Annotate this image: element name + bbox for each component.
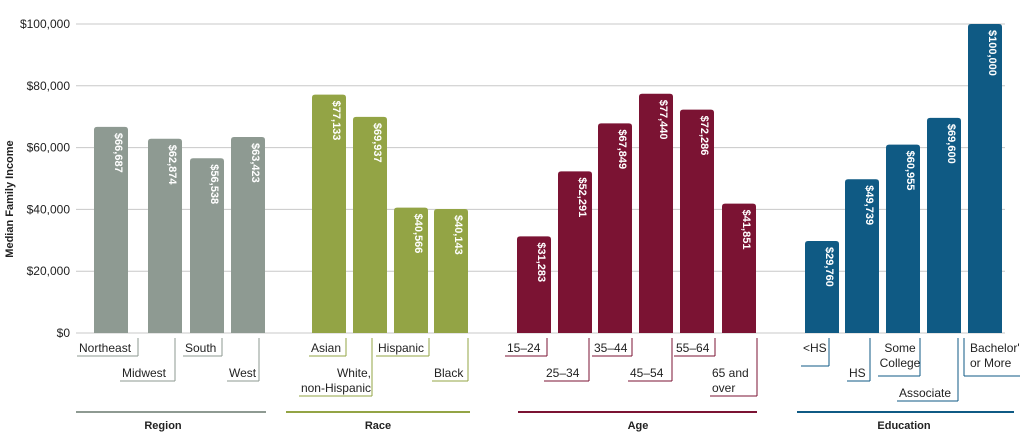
group-label: Region bbox=[144, 420, 182, 432]
group-label: Education bbox=[877, 420, 930, 432]
bar-value-label: $77,133 bbox=[330, 101, 342, 141]
y-tick-label: $0 bbox=[57, 326, 71, 340]
category-label: 25–34 bbox=[546, 366, 580, 380]
category-label: West bbox=[229, 366, 257, 380]
category-label: 35–44 bbox=[594, 341, 628, 355]
y-tick-label: $20,000 bbox=[27, 264, 71, 278]
bar bbox=[434, 208, 468, 333]
bar-value-label: $72,286 bbox=[698, 116, 710, 156]
category-label: Bachelor's bbox=[970, 341, 1020, 355]
y-tick-label: $60,000 bbox=[27, 141, 71, 155]
category-label: <HS bbox=[803, 341, 827, 355]
bar-value-label: $31,283 bbox=[535, 242, 547, 282]
bar bbox=[558, 171, 592, 333]
bar-value-label: $77,440 bbox=[657, 100, 669, 140]
category-label: HS bbox=[849, 366, 866, 380]
bar-value-label: $63,423 bbox=[249, 143, 261, 183]
bar bbox=[886, 144, 920, 333]
category-label: 65 and bbox=[712, 366, 749, 380]
category-label: Asian bbox=[311, 341, 341, 355]
category-label: or More bbox=[970, 356, 1012, 370]
bar-value-label: $52,291 bbox=[576, 177, 588, 217]
bar bbox=[190, 158, 224, 333]
bar-value-label: $29,760 bbox=[823, 247, 835, 287]
bar bbox=[312, 94, 346, 333]
bar bbox=[639, 93, 673, 333]
bar bbox=[722, 203, 756, 333]
bar bbox=[927, 117, 961, 333]
bar-value-label: $40,566 bbox=[412, 214, 424, 254]
category-label: 55–64 bbox=[676, 341, 710, 355]
group-label: Age bbox=[628, 420, 649, 432]
bar bbox=[148, 138, 182, 333]
category-label: Associate bbox=[899, 386, 951, 400]
bar-value-label: $100,000 bbox=[986, 30, 998, 76]
bar bbox=[394, 207, 428, 333]
bar bbox=[353, 116, 387, 333]
bar bbox=[517, 236, 551, 333]
category-label: non-Hispanic bbox=[301, 381, 371, 395]
category-label: White, bbox=[337, 366, 371, 380]
category-label: Some bbox=[884, 341, 916, 355]
bars: $66,687 $62,874 $56,538 $63,423 $77,133 $69,9… bbox=[94, 24, 1002, 334]
y-tick-label: $80,000 bbox=[27, 79, 71, 93]
bar-value-label: $60,955 bbox=[904, 151, 916, 191]
category-label: Hispanic bbox=[378, 341, 424, 355]
bar bbox=[231, 137, 265, 333]
bar-value-label: $66,687 bbox=[112, 133, 124, 173]
bar-value-label: $56,538 bbox=[208, 164, 220, 204]
category-labels: Northeast Midwest South West Asian White,non-… bbox=[77, 338, 1020, 402]
category-label: Midwest bbox=[122, 366, 167, 380]
bar-value-label: $67,849 bbox=[616, 129, 628, 169]
bar-value-label: $69,600 bbox=[945, 124, 957, 164]
y-tick-label: $40,000 bbox=[27, 202, 71, 216]
bar-value-label: $40,143 bbox=[452, 215, 464, 255]
bar bbox=[968, 24, 1002, 333]
category-label: College bbox=[880, 356, 921, 370]
category-label: 45–54 bbox=[630, 366, 664, 380]
bar-value-label: $62,874 bbox=[166, 145, 178, 186]
category-label: South bbox=[185, 341, 216, 355]
bar bbox=[805, 241, 839, 333]
category-label: over bbox=[712, 381, 735, 395]
category-label: Northeast bbox=[79, 341, 132, 355]
bar-value-label: $49,739 bbox=[863, 185, 875, 225]
category-label: 15–24 bbox=[507, 341, 541, 355]
group-labels: Region Race Age Education bbox=[76, 411, 1014, 432]
bar bbox=[845, 179, 879, 333]
bar-value-label: $41,851 bbox=[740, 210, 752, 250]
bar bbox=[680, 109, 714, 333]
y-tick-label: $100,000 bbox=[20, 17, 70, 31]
bar bbox=[598, 123, 632, 333]
bar bbox=[94, 126, 128, 334]
bar-value-label: $69,937 bbox=[371, 123, 383, 163]
y-axis-title: Median Family Income bbox=[4, 140, 16, 257]
y-axis-ticks: $0 $20,000 $40,000 $60,000 $80,000 $100,000 bbox=[20, 17, 70, 340]
category-label: Black bbox=[434, 366, 464, 380]
group-label: Race bbox=[365, 420, 391, 432]
